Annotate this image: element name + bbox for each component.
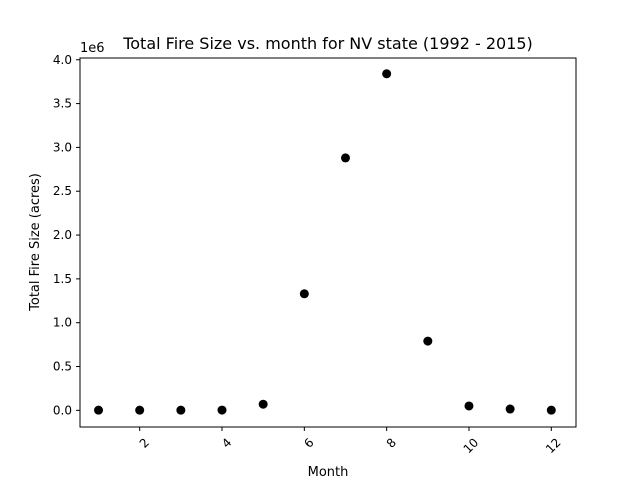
data-point bbox=[546, 405, 556, 415]
x-tick-label: 8 bbox=[384, 435, 399, 450]
data-points bbox=[94, 69, 556, 415]
y-tick-label: 1.0 bbox=[53, 316, 72, 330]
x-tick-label: 6 bbox=[301, 435, 316, 450]
data-point bbox=[94, 405, 104, 415]
y-tick-label: 2.0 bbox=[53, 228, 72, 242]
data-point bbox=[423, 336, 433, 346]
x-tick-label: 12 bbox=[543, 435, 564, 456]
y-tick-label: 0.0 bbox=[53, 403, 72, 417]
y-axis-offset-label: 1e6 bbox=[80, 41, 105, 56]
y-tick-label: 2.5 bbox=[53, 184, 72, 198]
data-point bbox=[340, 153, 350, 163]
data-point bbox=[135, 405, 145, 415]
y-axis-ticks: 0.0 0.5 1.0 1.5 2.0 2.5 3.0 3.5 4.0 bbox=[53, 53, 80, 417]
y-tick-label: 3.5 bbox=[53, 97, 72, 111]
y-tick-label: 3.0 bbox=[53, 140, 72, 154]
data-point bbox=[299, 289, 309, 299]
data-point bbox=[217, 405, 227, 415]
x-axis-label: Month bbox=[308, 465, 349, 480]
data-point bbox=[505, 404, 515, 414]
y-tick-label: 4.0 bbox=[53, 53, 72, 67]
plot-area bbox=[79, 57, 577, 428]
x-tick-label: 10 bbox=[461, 435, 482, 456]
x-tick-label: 2 bbox=[137, 435, 152, 450]
data-point bbox=[176, 405, 186, 415]
y-axis-label: Total Fire Size (acres) bbox=[28, 173, 43, 312]
chart-title: Total Fire Size vs. month for NV state (… bbox=[122, 34, 533, 53]
data-point bbox=[258, 399, 268, 409]
data-point bbox=[382, 69, 392, 79]
data-point bbox=[464, 401, 474, 411]
x-axis-ticks: 2 4 6 8 10 12 bbox=[137, 427, 564, 456]
y-tick-label: 0.5 bbox=[53, 360, 72, 374]
y-tick-label: 1.5 bbox=[53, 272, 72, 286]
x-tick-label: 4 bbox=[219, 435, 234, 450]
